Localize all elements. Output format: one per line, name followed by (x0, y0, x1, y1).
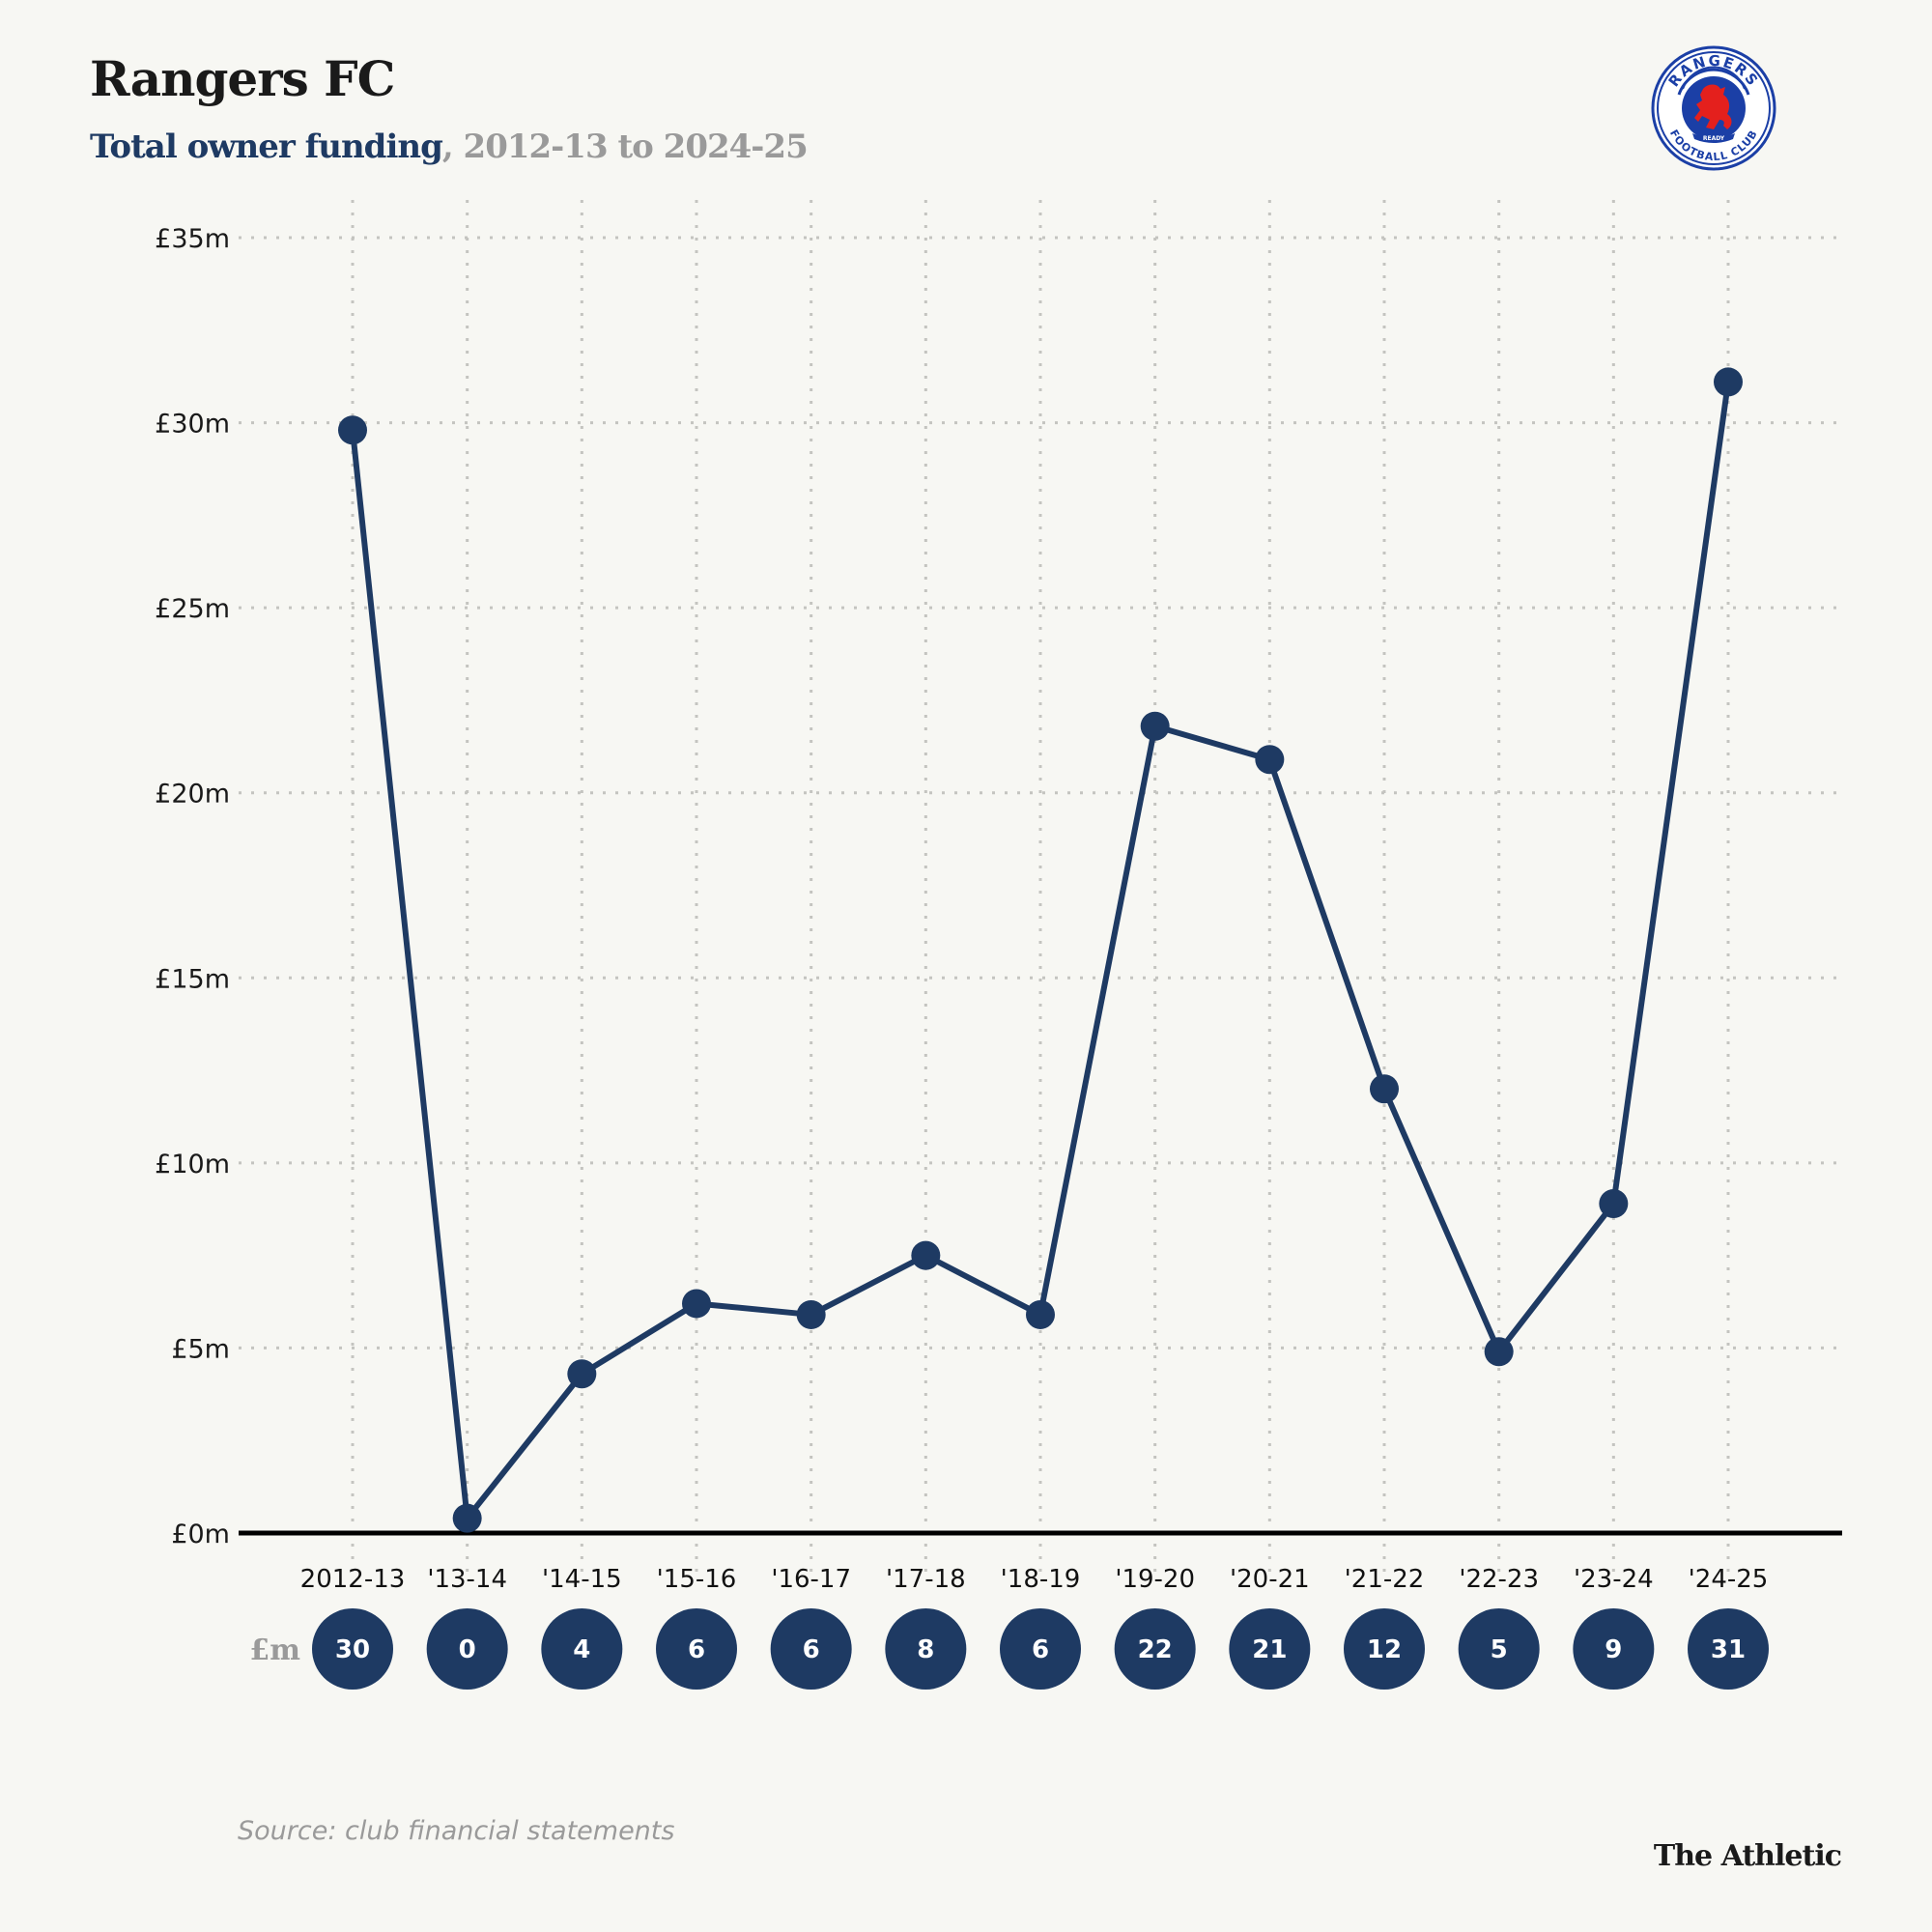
value-label: 12 (1367, 1635, 1402, 1664)
data-point (682, 1289, 711, 1319)
x-tick-label: '20-21 (1230, 1565, 1310, 1594)
data-point (1140, 711, 1170, 741)
x-tick-label: '16-17 (771, 1565, 851, 1594)
subtitle-comma: , (441, 128, 454, 166)
x-tick-label: '24-25 (1689, 1565, 1769, 1594)
data-point (1484, 1337, 1514, 1367)
value-label: 6 (803, 1635, 820, 1664)
chart-title: Rangers FC (90, 50, 395, 107)
x-tick-label: '14-15 (542, 1565, 622, 1594)
data-point (452, 1503, 482, 1533)
y-tick-label: £0m (171, 1520, 230, 1549)
value-bubble (426, 1608, 508, 1690)
value-bubble (1229, 1608, 1311, 1690)
value-bubble (1688, 1608, 1769, 1690)
data-point (1599, 1189, 1629, 1219)
x-tick-label: '18-19 (1001, 1565, 1081, 1594)
value-bubble (656, 1608, 737, 1690)
value-label: 8 (917, 1635, 934, 1664)
value-bubble (885, 1608, 967, 1690)
value-label: 30 (335, 1635, 370, 1664)
value-bubble (1573, 1608, 1655, 1690)
data-point (1255, 745, 1285, 775)
value-bubble (1344, 1608, 1425, 1690)
value-bubble (1114, 1608, 1196, 1690)
x-axis-ticks: 2012-13 '13-14 '14-15 '15-16 '16-17 '17-18 '18… (300, 1565, 1769, 1594)
lion-rampant-icon (1694, 84, 1732, 129)
value-bubble (1000, 1608, 1081, 1690)
y-tick-label: £30m (155, 410, 230, 440)
y-tick-label: £20m (155, 780, 230, 810)
value-label: 31 (1711, 1635, 1746, 1664)
data-point (338, 415, 367, 445)
data-point (567, 1359, 597, 1389)
value-bubble (312, 1608, 393, 1690)
value-label: 22 (1138, 1635, 1173, 1664)
value-label: 9 (1605, 1635, 1622, 1664)
value-label: 6 (688, 1635, 705, 1664)
value-bubbles: 30 0 4 6 6 8 6 22 21 12 5 9 31 (312, 1608, 1769, 1690)
y-axis-ticks: £0m £5m £10m £15m £20m £25m £30m £35m (155, 224, 230, 1549)
x-tick-label: 2012-13 (300, 1565, 406, 1594)
x-tick-label: '21-22 (1345, 1565, 1425, 1594)
value-label: 4 (573, 1635, 590, 1664)
y-tick-label: £10m (155, 1150, 230, 1179)
value-label: 5 (1491, 1635, 1508, 1664)
x-tick-label: '23-24 (1574, 1565, 1654, 1594)
data-points (338, 367, 1743, 1533)
data-point (796, 1299, 826, 1329)
value-label: 6 (1032, 1635, 1049, 1664)
source-note: Source: club financial statements (238, 1816, 675, 1846)
chart-subtitle: Total owner funding, 2012-13 to 2024-25 (90, 128, 809, 166)
y-tick-label: £35m (155, 224, 230, 254)
subtitle-range: 2012-13 to 2024-25 (452, 128, 809, 166)
y-tick-label: £5m (171, 1334, 230, 1364)
the-athletic-logo: The Athletic (1653, 1839, 1842, 1873)
data-point (1370, 1074, 1399, 1104)
y-tick-label: £25m (155, 594, 230, 624)
value-label: 0 (459, 1635, 476, 1664)
gridlines (239, 200, 1842, 1577)
x-tick-label: '22-23 (1459, 1565, 1539, 1594)
x-tick-label: '13-14 (427, 1565, 507, 1594)
subtitle-metric: Total owner funding (90, 128, 443, 166)
x-tick-label: '15-16 (657, 1565, 737, 1594)
value-bubble (1458, 1608, 1540, 1690)
data-point (911, 1240, 941, 1270)
x-tick-label: '17-18 (886, 1565, 966, 1594)
value-bubble (541, 1608, 623, 1690)
value-unit-label: £m (249, 1634, 300, 1667)
data-point (1714, 367, 1743, 397)
crest-motto: READY (1703, 135, 1725, 142)
y-tick-label: £15m (155, 964, 230, 994)
x-tick-label: '19-20 (1115, 1565, 1195, 1594)
rangers-crest-logo: RANGERS FOOTBALL CLUB READY (1650, 44, 1777, 172)
value-label: 21 (1252, 1635, 1287, 1664)
value-bubble (770, 1608, 852, 1690)
data-point (1026, 1299, 1055, 1329)
